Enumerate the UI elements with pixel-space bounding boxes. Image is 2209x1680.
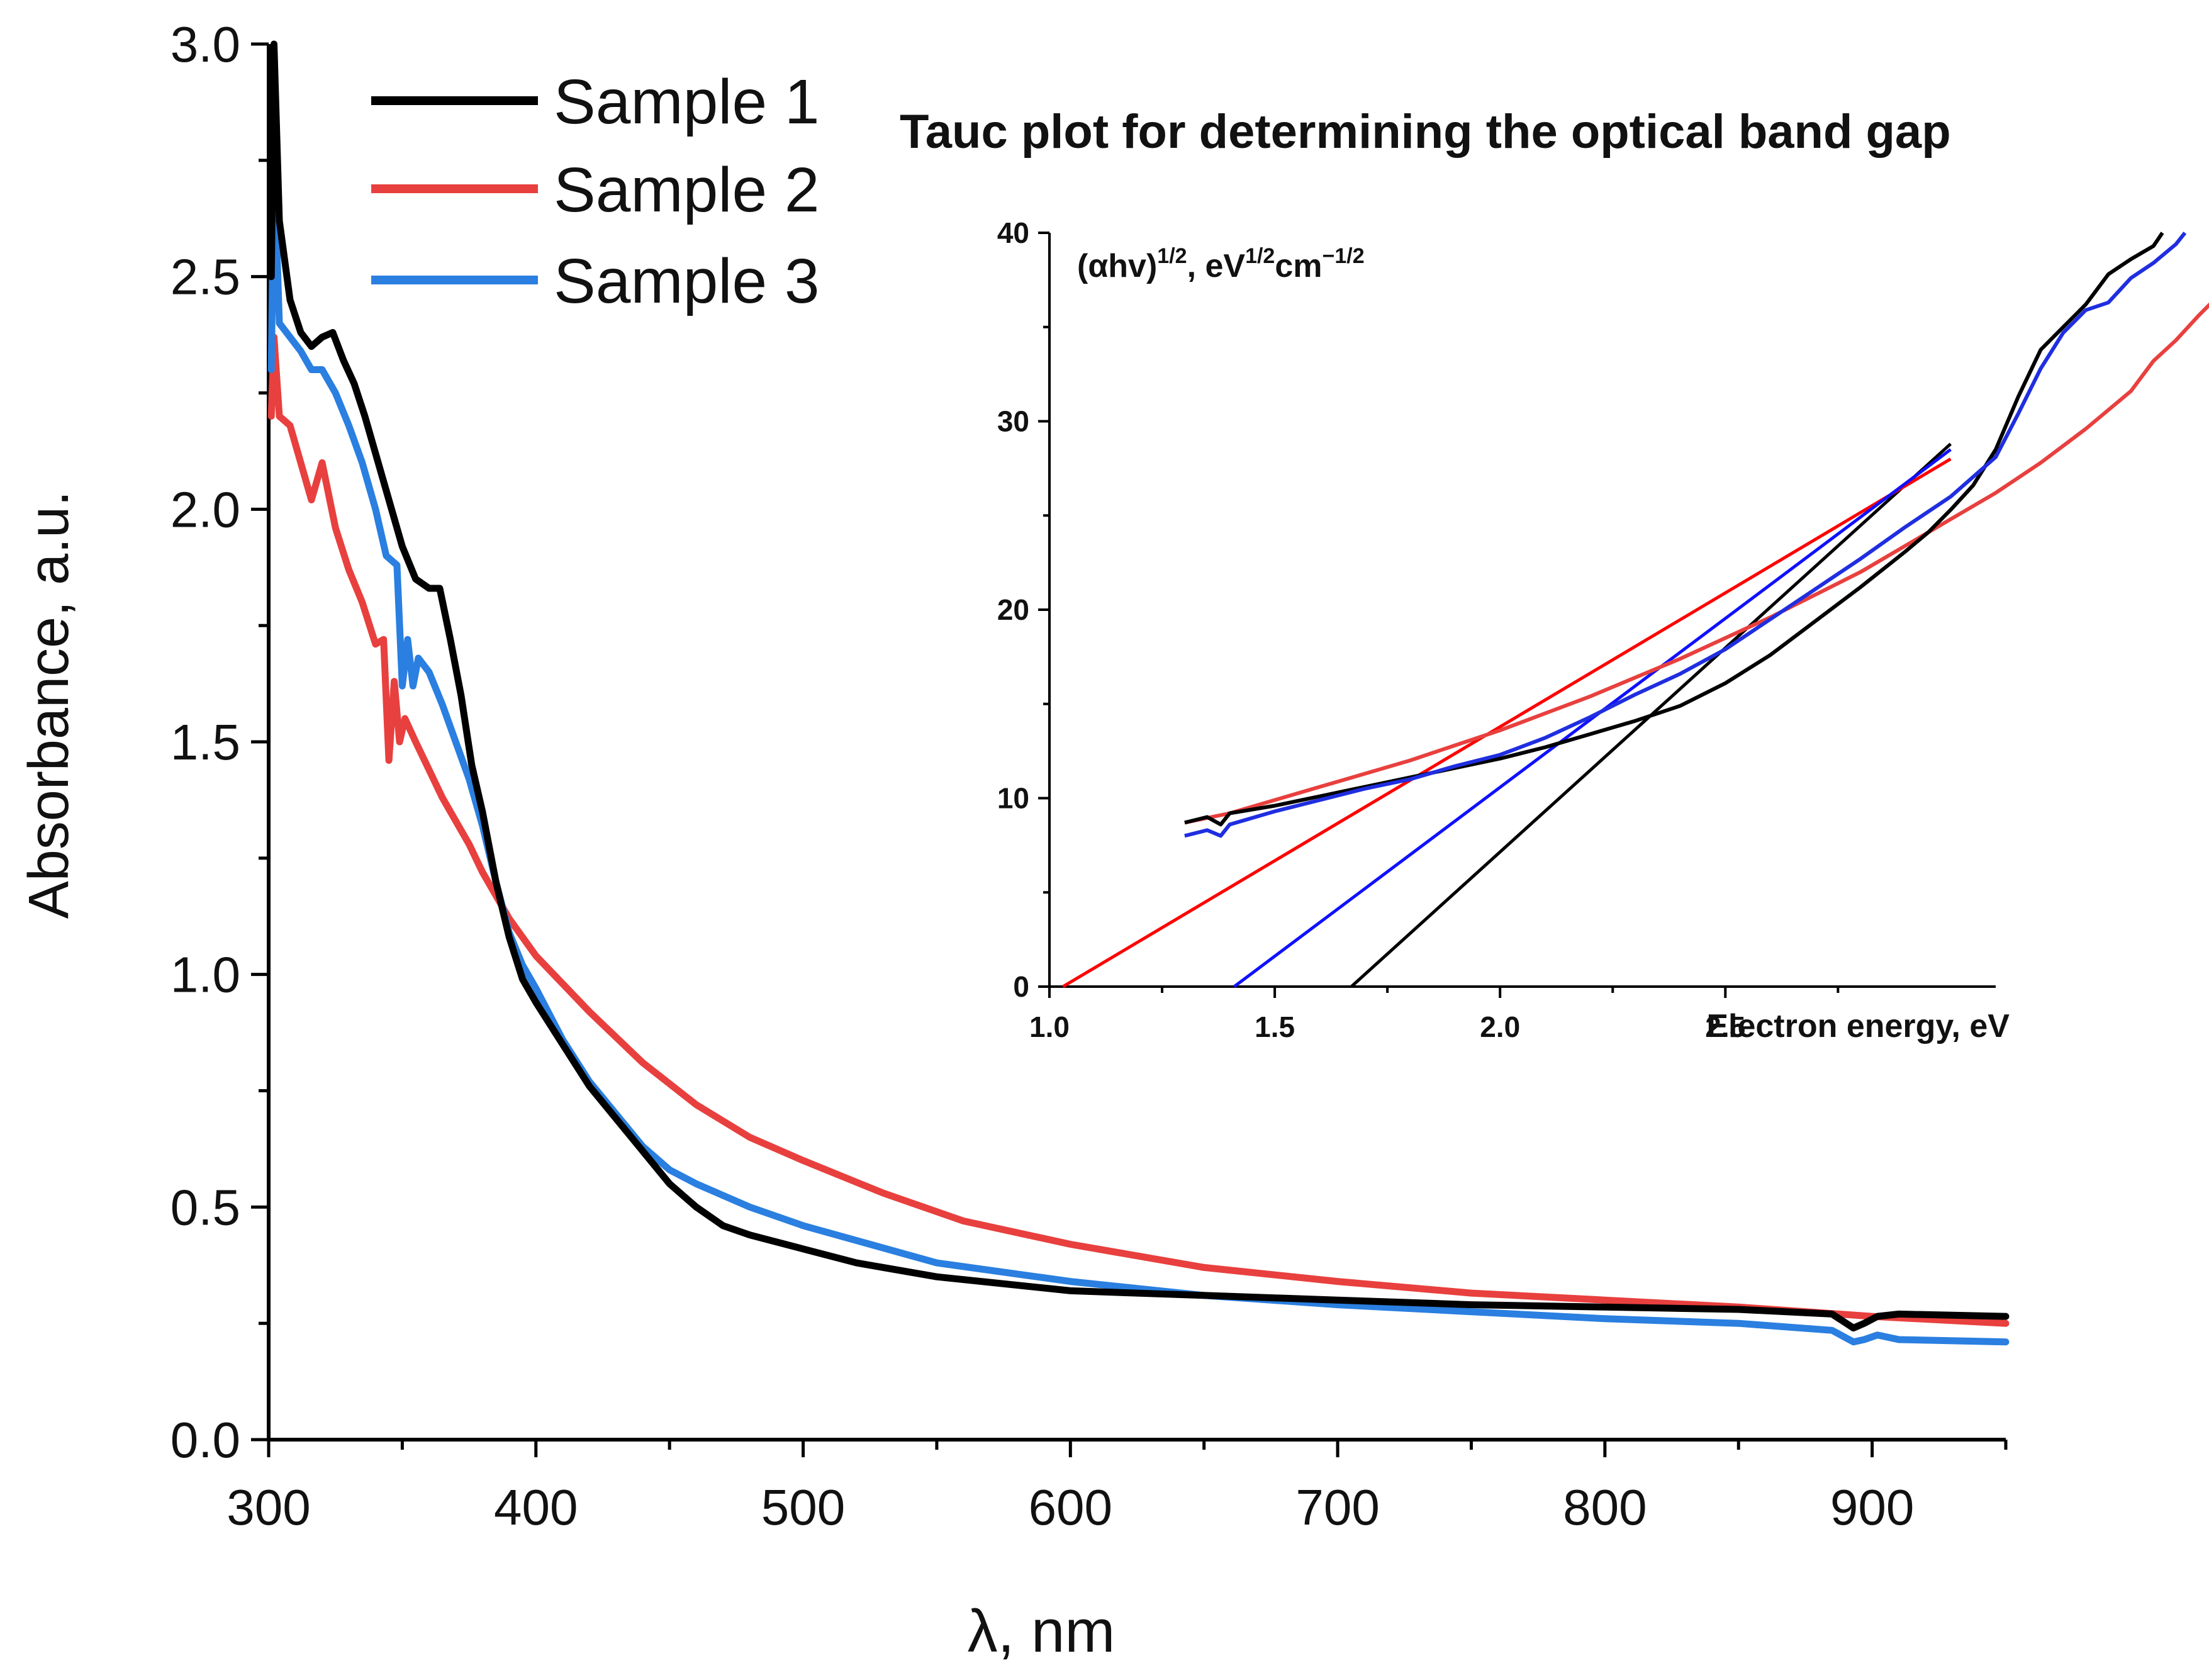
main-y-tick-label: 1.5 <box>171 714 240 770</box>
inset-x-axis-title: Electron energy, eV <box>1706 1008 2010 1044</box>
fit-line-sample-2-fit <box>1062 457 1952 988</box>
main-axes: 300 400 500 600 700 800 9000.00.51.01.52.02.53… <box>171 16 2008 1535</box>
inset-y-title-exp3: −1/2 <box>1322 244 1364 268</box>
main-y-tick-label: 2.5 <box>171 249 240 305</box>
main-x-axis-title: λ, nm <box>968 1598 1116 1665</box>
main-x-tick-label: 800 <box>1563 1479 1647 1535</box>
main-y-tick-label: 1.0 <box>171 947 240 1003</box>
inset-y-title-mid: , eV <box>1187 248 1246 284</box>
inset-y-tick-label: 40 <box>997 216 1029 249</box>
inset-y-title-base: (αhv) <box>1077 248 1157 284</box>
main-x-tick-label: 600 <box>1029 1479 1112 1535</box>
main-plot: 300 400 500 600 700 800 9000.00.51.01.52.02.53… <box>18 16 2010 1665</box>
inset-x-tick-label: 1.5 <box>1255 1011 1295 1043</box>
inset-y-title-exp2: 1/2 <box>1245 244 1275 268</box>
main-x-tick-label: 700 <box>1295 1479 1379 1535</box>
inset-y-tick-label: 0 <box>1013 970 1029 1003</box>
tauc-inset: Tauc plot for determining the optical ba… <box>900 105 2209 1044</box>
inset-series <box>1062 232 2209 988</box>
main-legend: Sample 1 Sample 2 Sample 3 <box>371 67 819 316</box>
main-y-tick-label: 3.0 <box>171 16 240 72</box>
inset-x-tick-label: 2.0 <box>1480 1011 1520 1043</box>
main-series <box>267 40 2010 1346</box>
series-line-sample-2 <box>267 333 2010 1327</box>
main-x-tick-label: 300 <box>226 1479 310 1535</box>
main-y-tick-label: 0.0 <box>171 1412 240 1468</box>
series-line-sample-3 <box>267 157 2010 1346</box>
main-x-tick-label: 400 <box>494 1479 578 1535</box>
inset-x-tick-label: 2.5 <box>1705 1011 1745 1043</box>
main-ticks: 300 400 500 600 700 800 9000.00.51.01.52.02.53… <box>171 16 2008 1535</box>
inset-y-tick-label: 10 <box>997 782 1029 815</box>
inset-x-tick-label: 1.0 <box>1029 1011 1070 1043</box>
main-y-tick-label: 0.5 <box>171 1179 240 1235</box>
inset-y-tick-label: 30 <box>997 405 1029 438</box>
main-y-tick-label: 2.0 <box>171 481 240 537</box>
main-y-axis-title: Absorbance, a.u. <box>18 491 81 919</box>
legend-label-sample-2: Sample 2 <box>554 155 819 225</box>
main-x-tick-label: 900 <box>1830 1479 1914 1535</box>
inset-curve-sample-3 <box>1184 232 2187 838</box>
main-x-tick-label: 500 <box>761 1479 845 1535</box>
inset-ticks: 1.0 1.5 2.0 2.5 0 10 20 30 40 <box>997 216 1840 1043</box>
legend-label-sample-3: Sample 3 <box>554 246 819 316</box>
inset-curve-sample-1 <box>1184 232 2164 827</box>
inset-y-title-exp1: 1/2 <box>1157 244 1187 268</box>
inset-curve-sample-2 <box>1184 302 2209 825</box>
legend-label-sample-1: Sample 1 <box>554 67 819 137</box>
inset-axes: 1.0 1.5 2.0 2.5 0 10 20 30 40 <box>997 216 1996 1043</box>
inset-y-tick-label: 20 <box>997 593 1029 626</box>
series-line-sample-1 <box>267 40 2010 1332</box>
inset-title: Tauc plot for determining the optical ba… <box>900 105 1951 159</box>
inset-y-title-unit: cm <box>1275 248 1322 284</box>
inset-y-axis-title: (αhv)1/2, eV1/2cm−1/2 <box>1077 244 1365 284</box>
